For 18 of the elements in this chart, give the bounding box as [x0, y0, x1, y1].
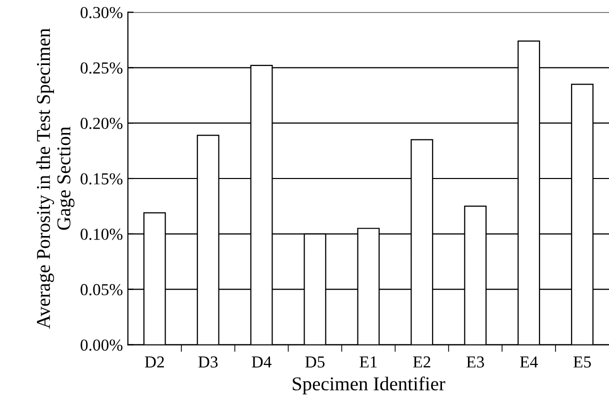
y-axis-title: Average Porosity in the Test Specimen Gage Section [36, 28, 74, 329]
x-tick-label: E5 [573, 356, 591, 368]
x-tick-label: D5 [305, 356, 325, 368]
x-tick-label: D2 [144, 356, 164, 368]
y-tick-label: 0.00% [80, 339, 122, 351]
y-tick-label: 0.30% [80, 6, 122, 18]
y-tick-label: 0.25% [80, 62, 122, 74]
x-tick-label: D3 [198, 356, 218, 368]
y-tick-label: 0.10% [80, 228, 122, 240]
x-tick-label: E2 [413, 356, 430, 368]
x-axis-title: Specimen Identifier [292, 376, 446, 394]
x-tick-label: E3 [466, 356, 484, 368]
y-tick-label: 0.20% [80, 118, 122, 130]
x-tick-label: E4 [520, 356, 538, 368]
y-tick-label: 0.15% [80, 173, 122, 185]
y-tick-label: 0.05% [80, 284, 122, 296]
x-tick-label: E1 [360, 356, 377, 368]
x-tick-label: D4 [252, 356, 272, 368]
